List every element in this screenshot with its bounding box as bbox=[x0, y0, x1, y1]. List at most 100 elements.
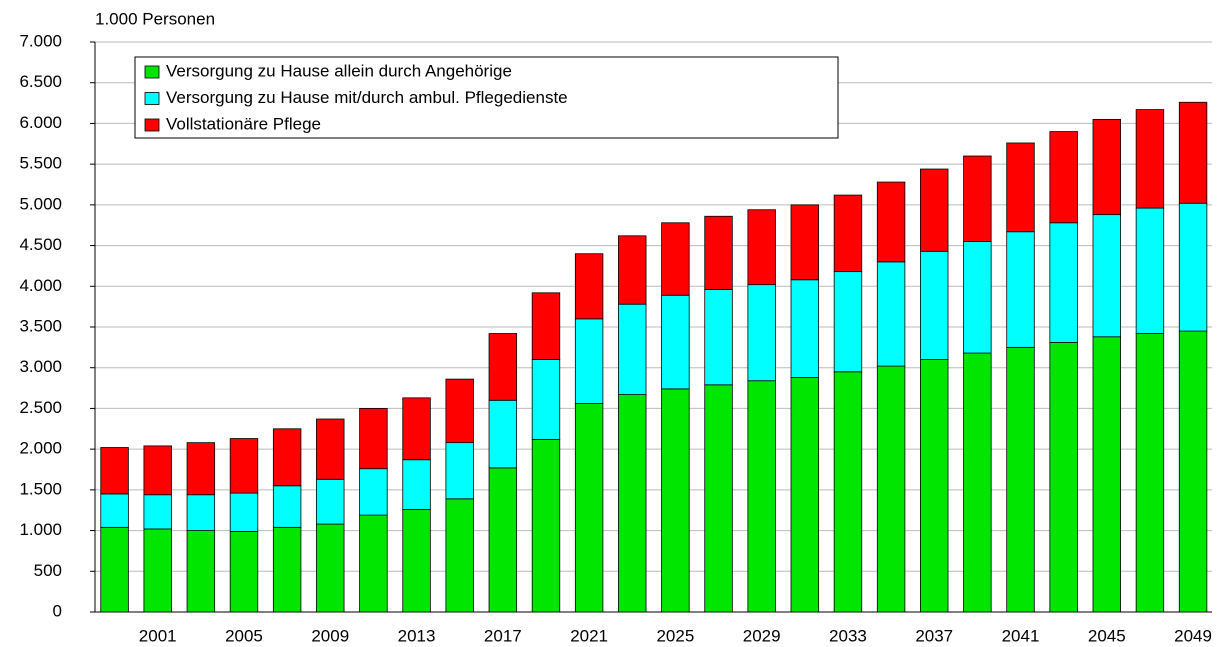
y-tick-label: 6.500 bbox=[19, 72, 62, 91]
bar-segment bbox=[229, 438, 259, 494]
bar-segment bbox=[1006, 346, 1035, 613]
x-tick-label: 2009 bbox=[311, 626, 349, 645]
bar-segment bbox=[316, 418, 345, 480]
legend-swatch bbox=[144, 118, 160, 132]
y-tick-label: 4.500 bbox=[19, 235, 62, 254]
bar-segment bbox=[402, 508, 431, 613]
bar-segment bbox=[100, 493, 129, 528]
legend-box bbox=[134, 56, 839, 139]
bar-segment bbox=[186, 442, 216, 496]
bar-segment bbox=[445, 378, 474, 444]
bar-segment bbox=[618, 303, 647, 395]
y-tick-label: 3.000 bbox=[19, 357, 62, 376]
bar-segment bbox=[920, 250, 949, 360]
bar-segment bbox=[1135, 333, 1165, 613]
bar-segment bbox=[618, 235, 647, 305]
x-tick-label: 2029 bbox=[743, 626, 781, 645]
bar-segment bbox=[359, 408, 388, 470]
bar-segment bbox=[876, 181, 906, 263]
x-tick-label: 2005 bbox=[225, 626, 263, 645]
bar-segment bbox=[272, 485, 302, 528]
bar-segment bbox=[747, 209, 776, 286]
legend-label: Versorgung zu Hause allein durch Angehör… bbox=[166, 61, 512, 80]
bar-segment bbox=[963, 241, 992, 354]
bar-segment bbox=[1135, 109, 1165, 209]
bar-segment bbox=[488, 333, 518, 401]
bar-segment bbox=[143, 528, 172, 613]
bar-segment bbox=[359, 468, 388, 516]
bar-segment bbox=[704, 384, 733, 613]
y-tick-label: 3.500 bbox=[19, 316, 62, 335]
x-tick-label: 2025 bbox=[656, 626, 694, 645]
bar-segment bbox=[1006, 142, 1035, 233]
x-tick-label: 2037 bbox=[915, 626, 953, 645]
bar-segment bbox=[531, 292, 561, 360]
bar-segment bbox=[920, 168, 949, 252]
y-tick-label: 2.500 bbox=[19, 398, 62, 417]
y-tick-label: 7.000 bbox=[19, 31, 62, 50]
bar-segment bbox=[272, 428, 302, 487]
bar-segment bbox=[531, 438, 561, 613]
bar-segment bbox=[618, 394, 647, 613]
legend-label: Versorgung zu Hause mit/durch ambul. Pfl… bbox=[166, 88, 568, 107]
bar-segment bbox=[661, 388, 690, 613]
bar-segment bbox=[445, 442, 474, 500]
bar-segment bbox=[316, 478, 345, 525]
bar-segment bbox=[920, 359, 949, 613]
x-tick-label: 2013 bbox=[398, 626, 436, 645]
bar-segment bbox=[790, 204, 820, 281]
y-tick-label: 1.000 bbox=[19, 520, 62, 539]
legend-swatch bbox=[144, 92, 160, 105]
bar-segment bbox=[1092, 118, 1121, 216]
bar-segment bbox=[1092, 214, 1121, 338]
bar-segment bbox=[143, 494, 172, 530]
bar-segment bbox=[1178, 330, 1208, 613]
bar-segment bbox=[574, 403, 604, 613]
y-tick-label: 1.500 bbox=[19, 479, 62, 498]
bar-segment bbox=[359, 514, 388, 613]
bar-segment bbox=[445, 498, 474, 613]
x-tick-label: 2001 bbox=[139, 626, 177, 645]
bar-segment bbox=[1092, 336, 1121, 613]
bar-segment bbox=[747, 380, 776, 613]
bar-segment bbox=[876, 365, 906, 613]
bar-segment bbox=[1049, 222, 1078, 343]
legend: Versorgung zu Hause allein durch Angehör… bbox=[134, 56, 839, 139]
bar-segment bbox=[488, 467, 518, 613]
bar-segment bbox=[574, 253, 604, 320]
bar-segment bbox=[833, 194, 863, 273]
y-tick-label: 4.000 bbox=[19, 276, 62, 295]
bar-segment bbox=[531, 359, 561, 440]
bar-segment bbox=[272, 526, 302, 613]
bar-segment bbox=[1049, 131, 1078, 224]
bar-segment bbox=[833, 271, 863, 373]
y-tick-label: 5.000 bbox=[19, 194, 62, 213]
bar-segment bbox=[790, 279, 820, 378]
bar-segment bbox=[963, 352, 992, 613]
legend-swatch bbox=[144, 65, 160, 79]
bar-segment bbox=[876, 261, 906, 367]
bar-segment bbox=[402, 397, 431, 461]
y-tick-label: 2.000 bbox=[19, 439, 62, 458]
x-tick-label: 2045 bbox=[1088, 626, 1126, 645]
x-tick-label: 2021 bbox=[570, 626, 608, 645]
bar-segment bbox=[704, 289, 733, 386]
bar-segment bbox=[1049, 342, 1078, 613]
bar-segment bbox=[143, 445, 172, 496]
bar-segment bbox=[488, 399, 518, 469]
y-tick-label: 6.000 bbox=[19, 113, 62, 132]
bar-segment bbox=[704, 215, 733, 290]
bar-segment bbox=[661, 294, 690, 390]
bar-segment bbox=[1006, 231, 1035, 348]
y-tick-label: 500 bbox=[34, 561, 62, 580]
x-tick-label: 2017 bbox=[484, 626, 522, 645]
chart-title: 1.000 Personen bbox=[95, 9, 215, 28]
bar-segment bbox=[747, 284, 776, 382]
x-tick-label: 2033 bbox=[829, 626, 867, 645]
bar-segment bbox=[100, 526, 129, 613]
bar-segment bbox=[661, 222, 690, 296]
x-tick-label: 2041 bbox=[1002, 626, 1040, 645]
bar-segment bbox=[100, 447, 129, 495]
bar-segment bbox=[402, 459, 431, 510]
